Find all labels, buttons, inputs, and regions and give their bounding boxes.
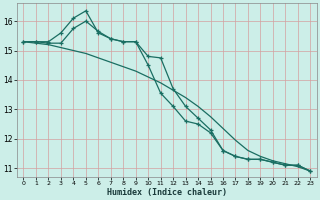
X-axis label: Humidex (Indice chaleur): Humidex (Indice chaleur) <box>107 188 227 197</box>
